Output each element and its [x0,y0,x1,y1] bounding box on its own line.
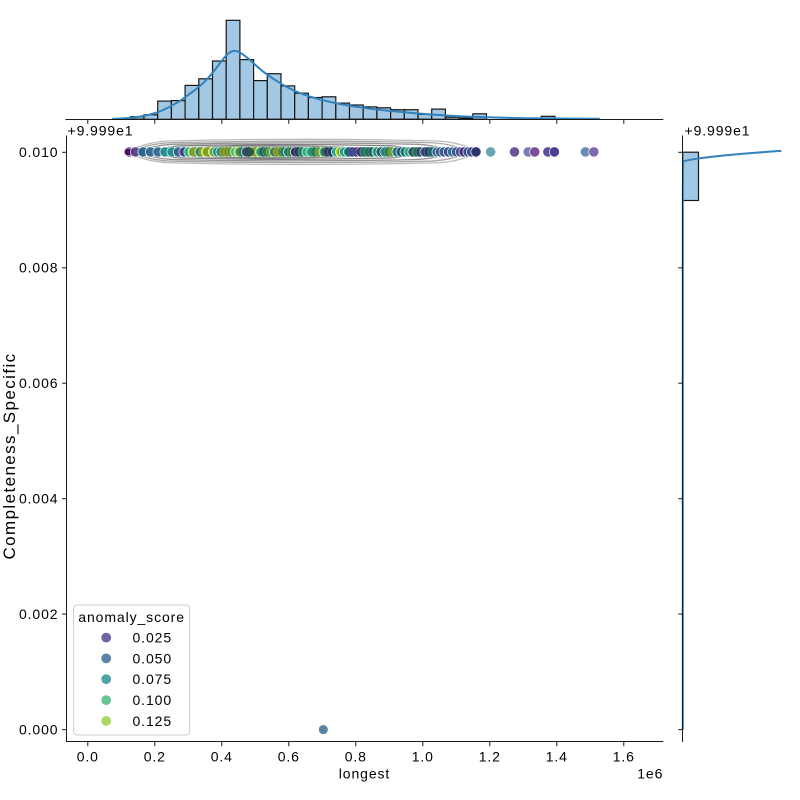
svg-text:1.4: 1.4 [546,749,568,765]
svg-text:0.050: 0.050 [133,650,173,666]
svg-text:1.6: 1.6 [613,749,635,765]
svg-text:0.8: 0.8 [345,749,367,765]
svg-text:0.006: 0.006 [19,375,59,391]
svg-text:0.000: 0.000 [19,722,59,738]
svg-text:0.008: 0.008 [19,260,59,276]
svg-text:0.100: 0.100 [133,692,173,708]
svg-text:0.025: 0.025 [133,630,173,646]
svg-text:longest: longest [339,766,390,782]
svg-text:0.004: 0.004 [19,491,59,507]
svg-text:Completeness_Specific: Completeness_Specific [0,352,19,559]
svg-text:+9.999e1: +9.999e1 [68,122,134,138]
svg-text:1e6: 1e6 [637,766,663,782]
svg-text:0.010: 0.010 [19,144,59,160]
svg-text:0.125: 0.125 [133,713,173,729]
svg-text:+9.999e1: +9.999e1 [685,122,751,138]
svg-text:0.0: 0.0 [77,749,99,765]
svg-text:0.4: 0.4 [211,749,233,765]
svg-text:0.2: 0.2 [144,749,166,765]
svg-text:anomaly_score: anomaly_score [78,609,185,625]
svg-text:0.6: 0.6 [278,749,300,765]
svg-text:1.2: 1.2 [479,749,501,765]
svg-text:0.075: 0.075 [133,671,173,687]
svg-text:1.0: 1.0 [412,749,434,765]
svg-text:0.002: 0.002 [19,606,59,622]
